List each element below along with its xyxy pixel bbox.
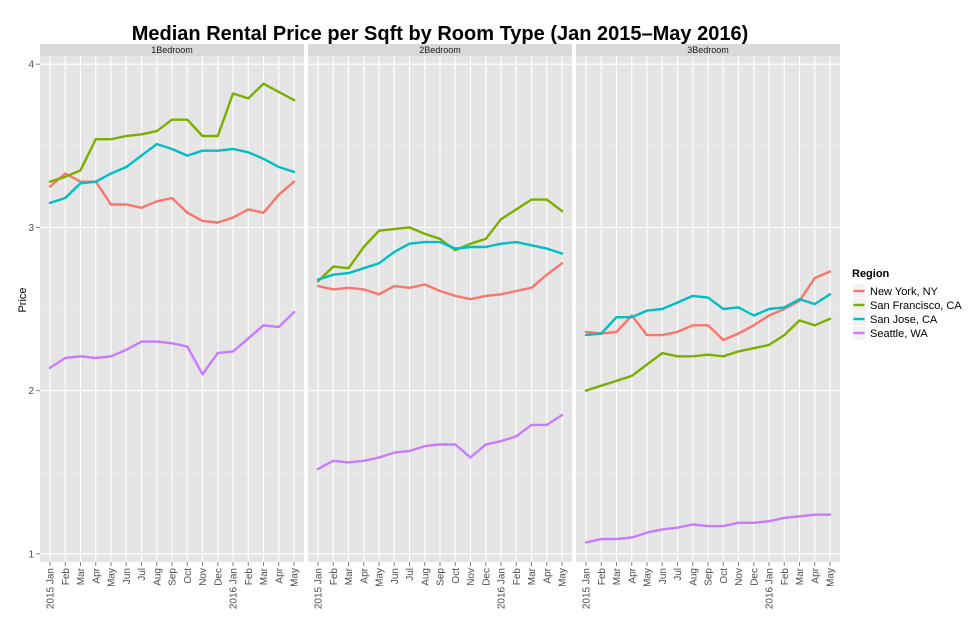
legend-item-san-jose-ca: San Jose, CA bbox=[851, 311, 938, 327]
panel-2bedroom: 2Bedroom 2015 Jan Feb Mar Apr May Jun Jul Aug Sep… bbox=[308, 44, 572, 609]
legend-item-san-francisco-ca: San Francisco, CA bbox=[851, 297, 962, 313]
series-line-san-jose-ca-2bedroom bbox=[316, 240, 564, 281]
x-tick-label: Dec bbox=[749, 568, 760, 586]
x-tick-label: 2015 Jan bbox=[582, 568, 593, 609]
series-line-san-jose-ca-1bedroom bbox=[48, 142, 296, 205]
legend-label-san-jose-ca: San Jose, CA bbox=[870, 314, 938, 326]
x-tick-label: Feb bbox=[512, 568, 523, 586]
series-line-san-francisco-ca-2bedroom bbox=[316, 198, 564, 283]
x-tick-label: Apr bbox=[359, 567, 370, 583]
x-tick-label: Jul bbox=[405, 568, 416, 581]
x-tick-label: 2016 Jan bbox=[229, 568, 240, 609]
strip-1bedroom bbox=[40, 44, 304, 56]
x-tick-label: May bbox=[107, 568, 118, 587]
series-line-seattle-wa-2bedroom bbox=[316, 413, 564, 471]
x-tick-label: Jun bbox=[658, 568, 669, 584]
panel-1bedroom: 1Bedroom 2015 Jan Feb Mar Apr May Jun Jul Aug Sep… bbox=[40, 44, 304, 609]
x-tick-label: Mar bbox=[76, 567, 87, 585]
x-tick-label: Oct bbox=[183, 568, 194, 584]
x-tick-label: Sep bbox=[436, 568, 447, 586]
series-line-new-york-ny-2bedroom bbox=[316, 262, 564, 301]
x-tick-label: May bbox=[375, 568, 386, 587]
x-tick-label: Dec bbox=[481, 568, 492, 586]
x-tick-label: Feb bbox=[329, 568, 340, 586]
legend-title: Region bbox=[852, 268, 890, 280]
y-tick-label: 3 bbox=[28, 223, 34, 234]
x-tick-label: Mar bbox=[612, 567, 623, 585]
x-tick-label: Apr bbox=[810, 567, 821, 583]
series-line-san-jose-ca-3bedroom bbox=[584, 293, 832, 337]
x-tick-label: 2015 Jan bbox=[46, 568, 57, 609]
x-tick-label: Apr bbox=[274, 567, 285, 583]
x-tick-label: Nov bbox=[734, 568, 745, 586]
strip-label-2bedroom: 2Bedroom bbox=[419, 45, 461, 55]
y-axis: 1 2 3 4 bbox=[28, 60, 40, 560]
series-line-seattle-wa-3bedroom bbox=[584, 513, 832, 544]
legend-label-san-francisco-ca: San Francisco, CA bbox=[870, 300, 962, 312]
x-tick-label: 2016 Jan bbox=[765, 568, 776, 609]
x-tick-label: Jul bbox=[673, 568, 684, 581]
series-line-new-york-ny-3bedroom bbox=[584, 270, 832, 342]
x-tick-label: Dec bbox=[213, 568, 224, 586]
x-tick-label: Apr bbox=[91, 567, 102, 583]
x-tick-label: Apr bbox=[627, 567, 638, 583]
x-tick-label: Mar bbox=[795, 567, 806, 585]
x-tick-label: Aug bbox=[152, 568, 163, 586]
x-tick-label: Nov bbox=[198, 568, 209, 586]
x-tick-label: Oct bbox=[451, 568, 462, 584]
x-tick-label: Aug bbox=[420, 568, 431, 586]
legend-item-new-york-ny: New York, NY bbox=[851, 283, 939, 299]
x-tick-label: Oct bbox=[719, 568, 730, 584]
x-tick-label: Sep bbox=[704, 568, 715, 586]
strip-2bedroom bbox=[308, 44, 572, 56]
x-tick-label: Jul bbox=[137, 568, 148, 581]
x-tick-label: 2016 Jan bbox=[497, 568, 508, 609]
panels: 1Bedroom 2015 Jan Feb Mar Apr May Jun Jul Aug Sep… bbox=[40, 44, 840, 609]
strip-label-3bedroom: 3Bedroom bbox=[687, 45, 729, 55]
x-tick-label: Apr bbox=[542, 567, 553, 583]
x-tick-label: May bbox=[826, 568, 837, 587]
y-axis-title: Price bbox=[17, 287, 29, 312]
x-tick-label: Feb bbox=[780, 568, 791, 586]
legend: Region New York, NY San Francisco, CA San … bbox=[851, 268, 962, 341]
x-tick-label: Feb bbox=[244, 568, 255, 586]
y-tick-label: 2 bbox=[28, 386, 34, 397]
legend-label-new-york-ny: New York, NY bbox=[870, 286, 939, 298]
y-tick-label: 1 bbox=[28, 549, 34, 560]
x-tick-label: Feb bbox=[597, 568, 608, 586]
x-tick-label: May bbox=[290, 568, 301, 587]
series-line-san-francisco-ca-3bedroom bbox=[584, 317, 832, 392]
x-tick-label: Aug bbox=[688, 568, 699, 586]
strip-label-1bedroom: 1Bedroom bbox=[151, 45, 193, 55]
strip-3bedroom bbox=[576, 44, 840, 56]
x-tick-label: May bbox=[558, 568, 569, 587]
x-tick-label: Feb bbox=[61, 568, 72, 586]
x-tick-label: Mar bbox=[527, 567, 538, 585]
x-tick-label: Mar bbox=[344, 567, 355, 585]
chart-title: Median Rental Price per Sqft by Room Typ… bbox=[132, 23, 749, 45]
legend-label-seattle-wa: Seattle, WA bbox=[870, 328, 928, 340]
series-line-seattle-wa-1bedroom bbox=[48, 311, 296, 376]
x-tick-label: Nov bbox=[466, 568, 477, 586]
x-tick-label: May bbox=[643, 568, 654, 587]
x-tick-label: Mar bbox=[259, 567, 270, 585]
legend-item-seattle-wa: Seattle, WA bbox=[851, 325, 928, 341]
y-tick-label: 4 bbox=[28, 60, 34, 71]
panel-3bedroom: 3Bedroom 2015 Jan Feb Mar Apr May Jun Jul Aug Sep… bbox=[576, 44, 840, 609]
x-tick-label: Sep bbox=[168, 568, 179, 586]
x-tick-label: 2015 Jan bbox=[314, 568, 325, 609]
x-tick-label: Jun bbox=[390, 568, 401, 584]
series-line-san-francisco-ca-1bedroom bbox=[48, 82, 296, 183]
x-tick-label: Jun bbox=[122, 568, 133, 584]
